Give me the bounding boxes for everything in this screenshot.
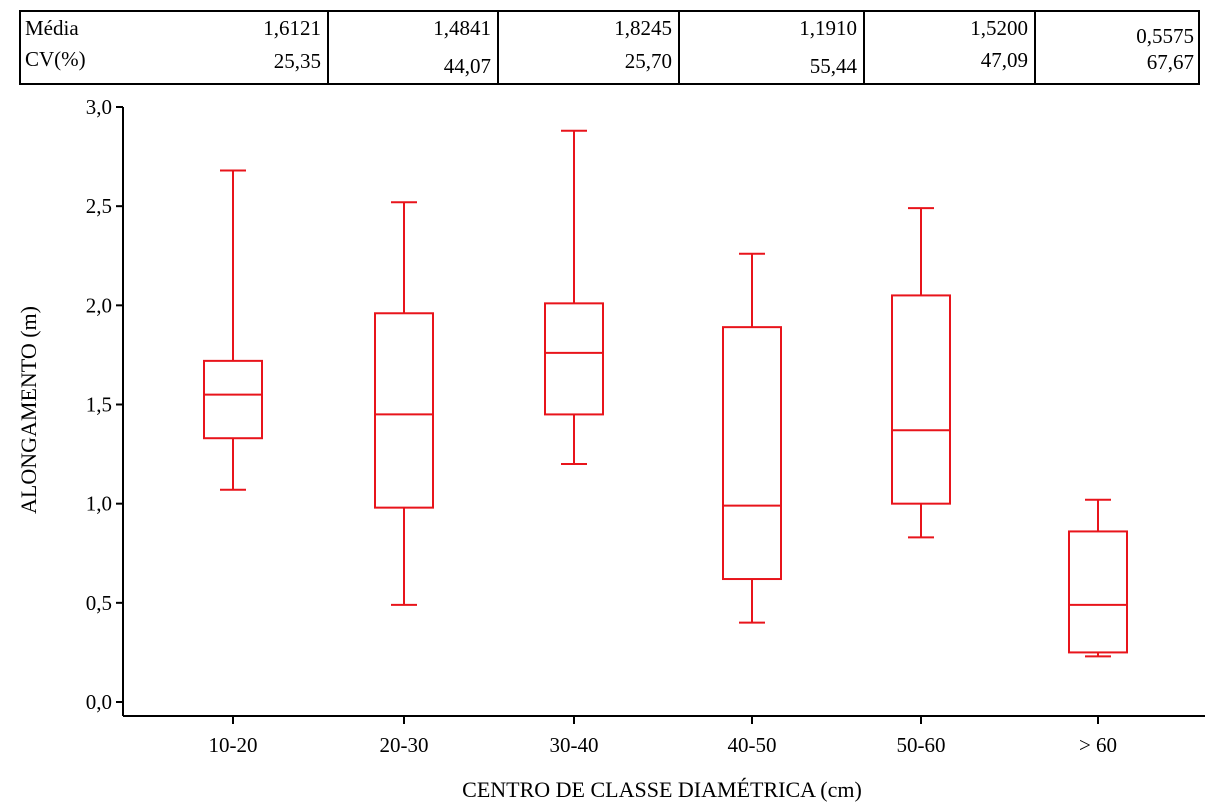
- x-tick-label: 50-60: [897, 733, 946, 757]
- cv-value: 44,07: [443, 54, 491, 78]
- axes: 0,0 0,5 1,0 1,5 2,0 2,5 3,0 10-20 20-30 30-40 40-5…: [86, 95, 1205, 757]
- x-tick-label: 30-40: [550, 733, 599, 757]
- x-axis-label: CENTRO DE CLASSE DIAMÉTRICA (cm): [462, 777, 862, 802]
- mean-value: 1,6121: [263, 16, 321, 40]
- cv-value: 25,35: [273, 49, 321, 73]
- statistics-table: Média CV(%) 1,6121 25,35 1,4841 44,07 1,8245 25…: [19, 10, 1200, 85]
- box-60: [1068, 498, 1128, 658]
- cv-value: 67,67: [1146, 50, 1194, 74]
- stats-column: 1,5200 47,09: [865, 10, 1036, 83]
- box-50-60: [891, 207, 951, 539]
- stats-column: 1,6121 25,35: [19, 10, 329, 83]
- stats-column: 1,1910 55,44: [680, 10, 865, 83]
- stats-column: 1,8245 25,70: [499, 10, 680, 83]
- box-40-50: [722, 252, 782, 624]
- box-10-20: [203, 169, 263, 491]
- cv-value: 55,44: [809, 54, 857, 78]
- iqr-box: [374, 312, 434, 509]
- x-tick-label: 10-20: [209, 733, 258, 757]
- y-tick-label: 3,0: [86, 95, 112, 119]
- y-tick-label: 0,5: [86, 591, 112, 615]
- y-tick-label: 0,0: [86, 690, 112, 714]
- iqr-box: [891, 294, 951, 505]
- row-label-cv: CV(%): [25, 47, 86, 71]
- y-tick-label: 2,5: [86, 194, 112, 218]
- x-tick-label: 20-30: [380, 733, 429, 757]
- iqr-box: [203, 359, 263, 440]
- iqr-box: [1068, 530, 1128, 654]
- mean-value: 1,1910: [799, 16, 857, 40]
- mean-value: 0,5575: [1136, 24, 1194, 48]
- y-tick-label: 1,0: [86, 492, 112, 516]
- iqr-box: [722, 326, 782, 581]
- box-30-40: [544, 129, 604, 465]
- x-tick-label: > 60: [1079, 733, 1117, 757]
- mean-value: 1,4841: [433, 16, 491, 40]
- y-tick-label: 2,0: [86, 293, 112, 317]
- row-label-mean: Média: [25, 16, 79, 40]
- stats-column: 0,5575 67,67: [1036, 10, 1200, 83]
- cv-value: 25,70: [624, 49, 672, 73]
- boxes: [203, 129, 1128, 658]
- iqr-box: [544, 302, 604, 416]
- stats-column: 1,4841 44,07: [329, 10, 499, 83]
- box-20-30: [374, 201, 434, 606]
- statistics-table-border: [19, 10, 1200, 85]
- y-tick-label: 1,5: [86, 393, 112, 417]
- y-axis-label: ALONGAMENTO (m): [16, 306, 41, 514]
- x-tick-label: 40-50: [728, 733, 777, 757]
- cv-value: 47,09: [980, 48, 1028, 72]
- mean-value: 1,8245: [614, 16, 672, 40]
- mean-value: 1,5200: [970, 16, 1028, 40]
